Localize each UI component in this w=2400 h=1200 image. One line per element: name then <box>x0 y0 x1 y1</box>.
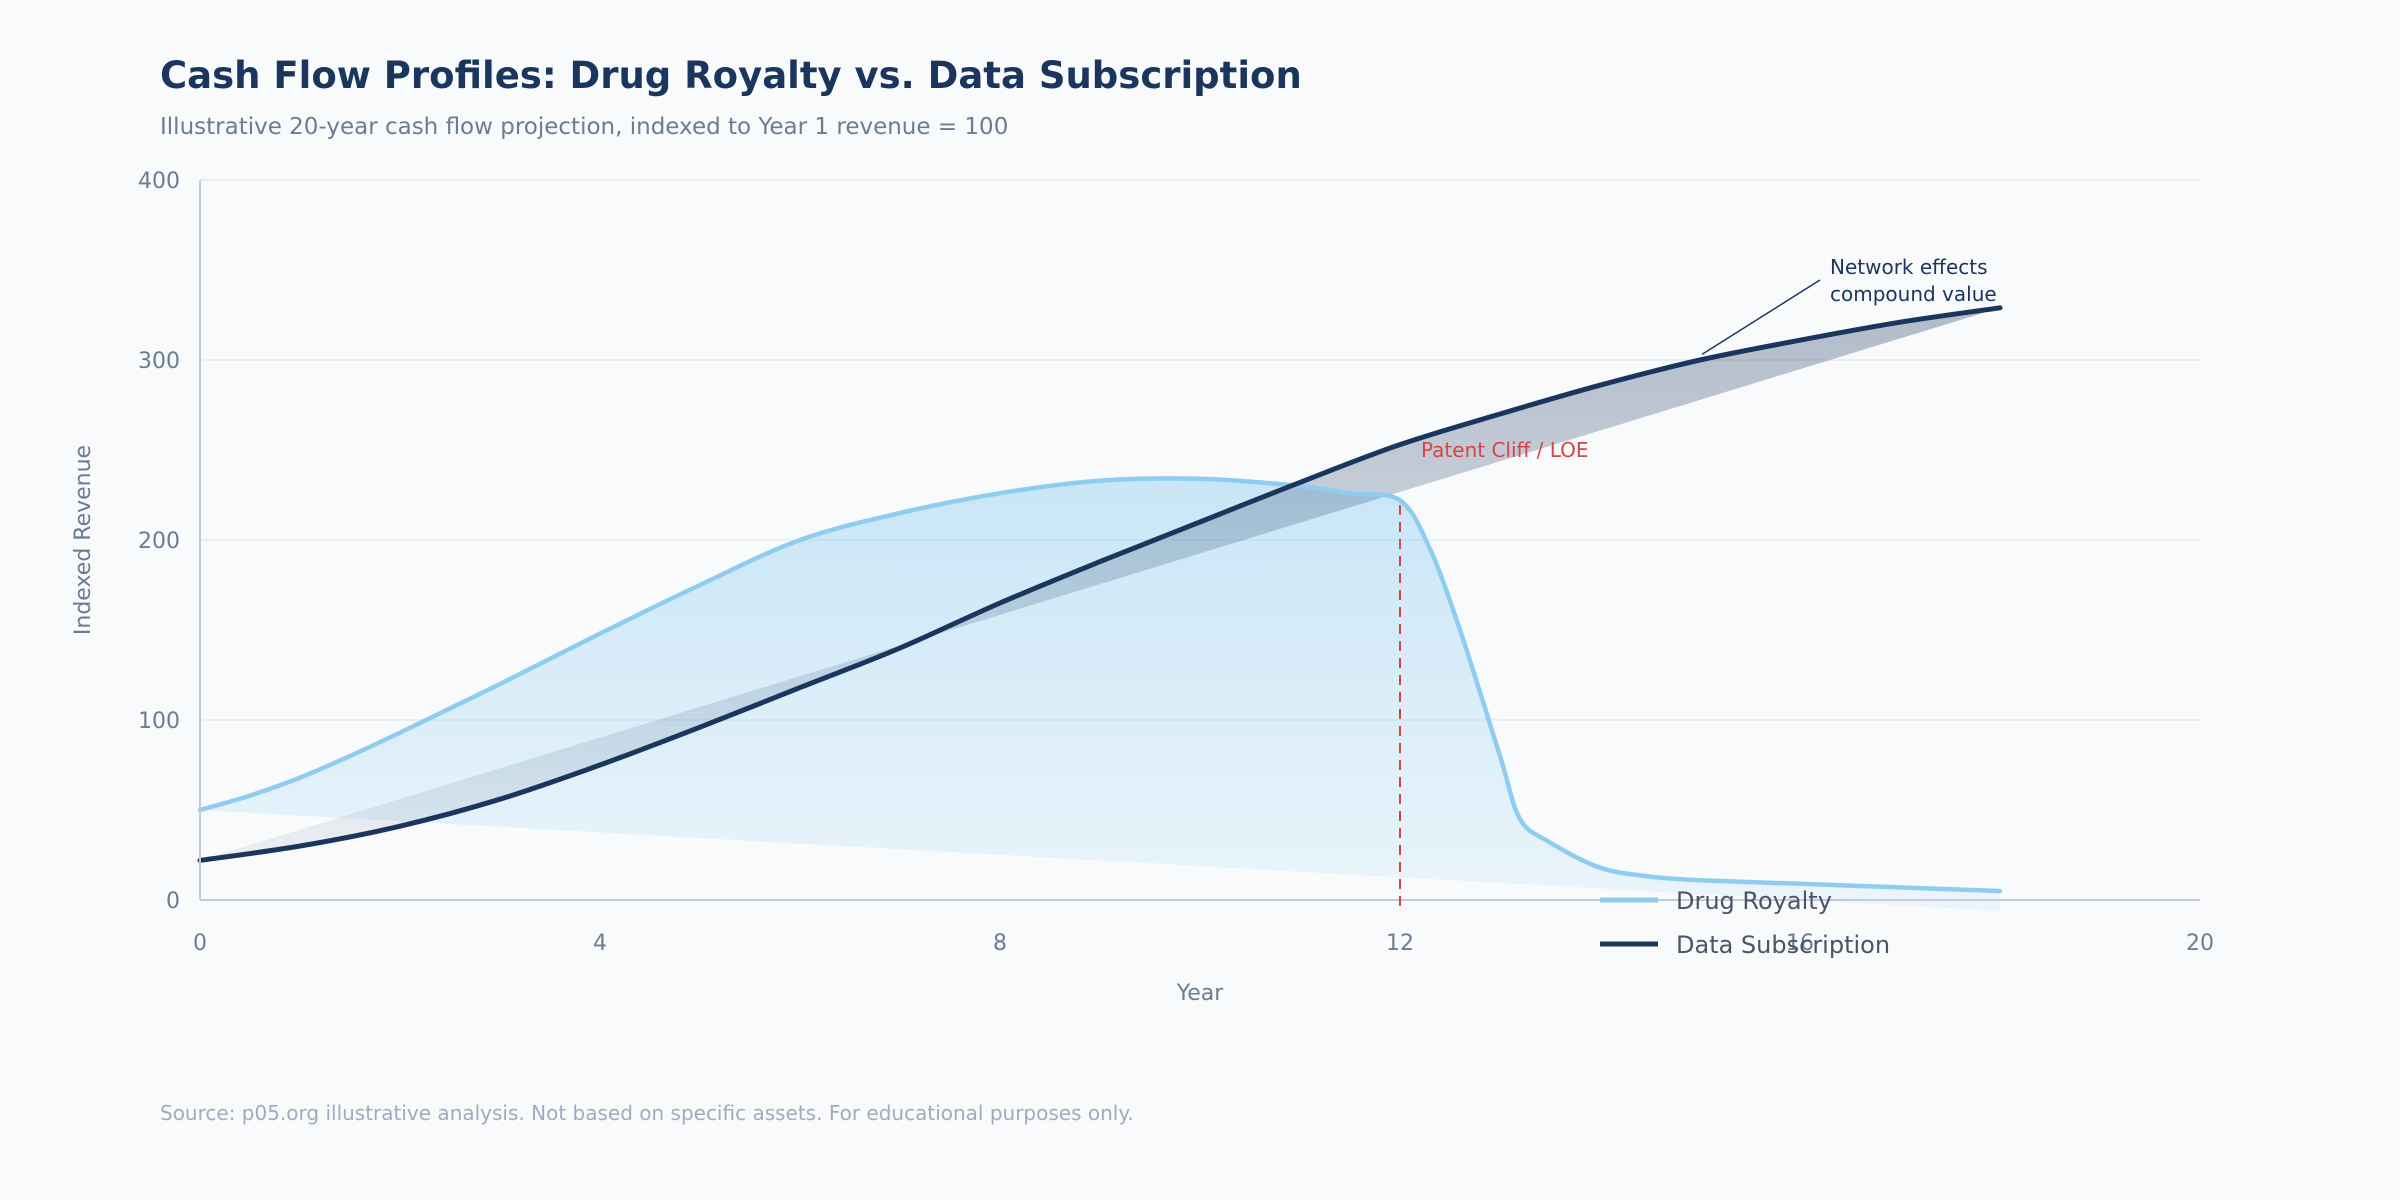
y-axis-title: Indexed Revenue <box>71 445 96 635</box>
axis-layer: 0 100 200 300 400 0 4 8 12 16 20 Year Indexed Revenu… <box>71 169 2214 1006</box>
source-note: Source: p05.org illustrative analysis. N… <box>160 1101 1134 1125</box>
network-effects-label: Network effects compound value <box>1830 255 1997 306</box>
annotation-layer: Patent Cliff / LOE Network effects compoun… <box>1399 255 1997 912</box>
y-tick-label-0: 0 <box>166 889 180 914</box>
x-tick-label-12: 12 <box>1386 931 1414 956</box>
x-axis-title: Year <box>1176 981 1225 1006</box>
x-tick-label-4: 4 <box>593 931 607 956</box>
x-tick-label-16: 16 <box>1786 931 1814 956</box>
chart-subtitle: Illustrative 20-year cash flow projectio… <box>160 114 1009 140</box>
x-tick-label-0: 0 <box>193 931 207 956</box>
legend: Drug Royalty Data Subscription <box>1600 887 1890 959</box>
y-tick-label-200: 200 <box>138 529 180 554</box>
legend-label-1: Drug Royalty <box>1676 887 1832 915</box>
fill-layer <box>200 307 2000 911</box>
y-tick-label-400: 400 <box>138 169 180 194</box>
subscription-line <box>197 305 2003 863</box>
line-layer <box>197 305 2003 894</box>
subscription-area <box>200 307 2000 861</box>
chart-title: Cash Flow Profiles: Drug Royalty vs. Dat… <box>160 54 1302 97</box>
royalty-line <box>197 476 2003 894</box>
network-effects-label-line-1: Network effects <box>1830 255 1988 279</box>
y-tick-label-300: 300 <box>138 349 180 374</box>
patent-cliff-label: Patent Cliff / LOE <box>1421 438 1589 462</box>
network-effects-arrow <box>1701 279 1821 356</box>
royalty-area <box>200 478 2000 911</box>
legend-label-2: Data Subscription <box>1676 931 1890 959</box>
network-effects-label-line-2: compound value <box>1830 282 1997 306</box>
y-tick-label-100: 100 <box>138 709 180 734</box>
x-tick-label-20: 20 <box>2186 931 2214 956</box>
x-tick-label-8: 8 <box>993 931 1007 956</box>
